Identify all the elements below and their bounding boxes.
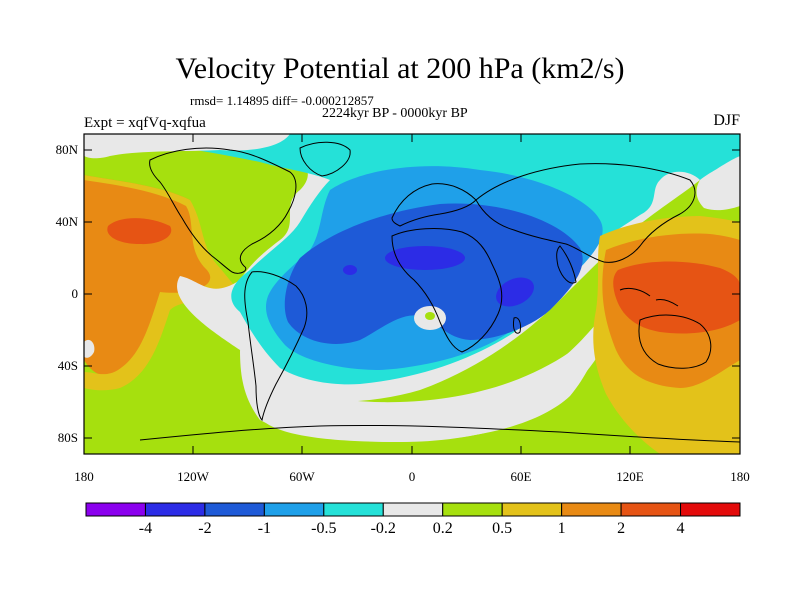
- indopacific-red: [613, 261, 740, 334]
- lat-ticks: [84, 149, 740, 439]
- colorbar-tick-label: 2: [617, 520, 626, 537]
- pacific-yellow-ring: [84, 175, 238, 391]
- lon-label-60w: 60W: [289, 469, 315, 484]
- lon-label-120e: 120E: [616, 469, 644, 484]
- coast-africa: [391, 228, 503, 353]
- map-title: Velocity Potential at 200 hPa (km2/s): [175, 52, 625, 85]
- time-period-label: 2224kyr BP - 0000kyr BP: [322, 106, 468, 121]
- left-edge-light-patch: [84, 339, 95, 358]
- lat-label-40s: 40S: [57, 358, 78, 373]
- coast-madagascar: [513, 317, 521, 334]
- colorbar-tick-label: 0.5: [492, 520, 513, 537]
- coast-indonesia: [619, 287, 679, 307]
- rmsd-diff-stats: rmsd= 1.14895 diff= -0.000212857: [190, 93, 374, 108]
- pacific-red-core: [107, 218, 172, 245]
- lat-label-40n: 40N: [55, 214, 78, 229]
- colorbar-tick-label: -2: [198, 520, 212, 537]
- green-dot-atlantic: [425, 312, 435, 320]
- colorbar-tick-label: 4: [676, 520, 685, 537]
- colorbar-tick-label: -4: [138, 520, 153, 537]
- lon-label-0: 0: [408, 469, 416, 484]
- coastlines: [139, 141, 740, 443]
- darkblue-cell-east-africa: [496, 277, 534, 307]
- lon-ticks: [83, 134, 631, 454]
- coast-greenland: [299, 141, 351, 177]
- lat-label-0: 0: [71, 286, 79, 301]
- lon-label-180e: 180: [730, 469, 750, 484]
- colorbar-tick-label: -1: [257, 520, 272, 537]
- lon-label-120w: 120W: [177, 469, 209, 484]
- arctic-neutral: [84, 134, 290, 159]
- coast-australia: [638, 314, 712, 369]
- darkblue-cell-africa-north: [385, 246, 465, 270]
- blue-core-region: [284, 203, 583, 344]
- right-edge-neutral: [696, 156, 740, 211]
- coast-asia: [475, 163, 696, 263]
- coast-north-america: [149, 147, 297, 274]
- lat-label-80s: 80S: [57, 430, 78, 445]
- colorbar-tick-label: 1: [557, 520, 566, 537]
- coast-india: [556, 245, 577, 284]
- southern-neutral-fill: [250, 322, 601, 442]
- contour-field: [84, 134, 740, 454]
- colorbar-tick-label: -0.2: [370, 520, 396, 537]
- lon-label-60e: 60E: [510, 469, 532, 484]
- coast-europe: [391, 183, 477, 227]
- season-label: DJF: [713, 112, 740, 129]
- colorbar-tick-label: 0.2: [432, 520, 453, 537]
- darkblue-cell-atlantic: [343, 265, 357, 275]
- lon-label-180w: 180: [74, 469, 94, 484]
- lat-label-80n: 80N: [55, 142, 78, 157]
- experiment-label: Expt = xqfVq-xqfua: [84, 115, 206, 131]
- coast-south-america: [244, 271, 308, 422]
- coast-antarctica: [139, 424, 740, 443]
- colorbar-tick-label: -0.5: [311, 520, 337, 537]
